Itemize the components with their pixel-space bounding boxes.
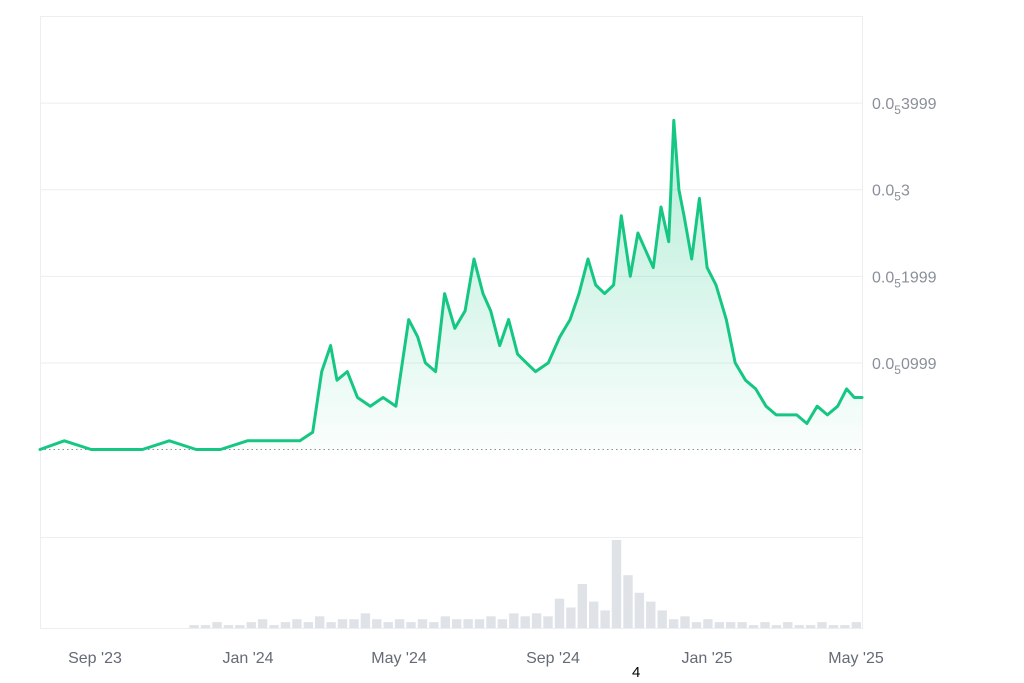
volume-bar [851, 622, 861, 628]
volume-bar [452, 619, 462, 628]
volume-bar [520, 616, 530, 628]
volume-bar [417, 619, 428, 628]
volume-bar [623, 575, 633, 628]
volume-bar [246, 622, 256, 628]
volume-bar [372, 619, 382, 628]
volume-bar [634, 592, 645, 628]
volume-bar [748, 625, 759, 628]
volume-bar [349, 619, 359, 628]
volume-bar [600, 610, 610, 628]
volume-bar [280, 622, 291, 628]
volume-bar [828, 625, 839, 628]
volume-bar [383, 622, 393, 628]
volume-bar [257, 619, 268, 628]
price-area [40, 120, 862, 450]
volume-bar [760, 622, 770, 628]
volume-bars [189, 540, 861, 628]
y-tick-label: 0.050999 [872, 356, 937, 377]
volume-bar [737, 622, 747, 628]
volume-bar [611, 540, 622, 628]
volume-bar [315, 616, 325, 628]
volume-bar [235, 625, 245, 628]
volume-bar [474, 619, 485, 628]
y-tick-label: 0.051999 [872, 269, 937, 290]
volume-bar [714, 622, 724, 628]
volume-bar [440, 616, 450, 628]
volume-bar [817, 622, 827, 628]
x-tick-label: Sep '24 [526, 650, 580, 667]
volume-bar [486, 616, 496, 628]
volume-bar [394, 619, 405, 628]
volume-bar [680, 616, 690, 628]
x-tick-label: Jan '25 [681, 650, 732, 667]
volume-bar [303, 622, 313, 628]
volume-bar [189, 625, 199, 628]
x-axis-ticks: Sep '23 Jan '24 May '24 Sep '24 Jan '25 May '… [68, 650, 884, 667]
x-tick-label: May '24 [371, 650, 427, 667]
y-tick-label: 0.053999 [872, 96, 937, 117]
x-tick-label: Jan '24 [222, 650, 273, 667]
volume-bar [509, 613, 519, 628]
volume-bar [337, 619, 348, 628]
volume-bar [771, 625, 782, 628]
x-tick-label: Sep '23 [68, 650, 122, 667]
volume-bar [566, 607, 576, 628]
x-tick-label: May '25 [828, 650, 884, 667]
volume-bar [726, 622, 736, 628]
volume-bar [269, 625, 279, 628]
volume-bar [589, 601, 599, 628]
chart-frame [40, 16, 863, 629]
volume-bar [657, 610, 667, 628]
volume-bar [805, 625, 816, 628]
volume-bar [292, 619, 302, 628]
volume-bar [406, 622, 416, 628]
volume-bar [212, 622, 222, 628]
volume-bar [223, 625, 234, 628]
volume-bar [554, 598, 565, 628]
volume-bar [360, 613, 371, 628]
volume-bar [577, 584, 587, 628]
volume-bar [497, 619, 508, 628]
volume-bar [543, 616, 553, 628]
volume-bar [783, 622, 793, 628]
volume-bar [429, 622, 439, 628]
volume-bar [794, 625, 804, 628]
volume-bar [691, 622, 702, 628]
page-number: 4 [632, 664, 641, 681]
y-axis-ticks: 0.050999 0.051999 0.053 0.053999 [872, 96, 937, 377]
volume-bar [463, 619, 473, 628]
price-line [38, 118, 864, 451]
volume-bar [646, 601, 656, 628]
volume-bar [703, 619, 713, 628]
volume-bar [668, 619, 679, 628]
y-tick-label: 0.053 [872, 183, 910, 204]
volume-bar [200, 625, 211, 628]
volume-bar [531, 613, 542, 628]
volume-bar [326, 622, 336, 628]
volume-bar [840, 625, 850, 628]
